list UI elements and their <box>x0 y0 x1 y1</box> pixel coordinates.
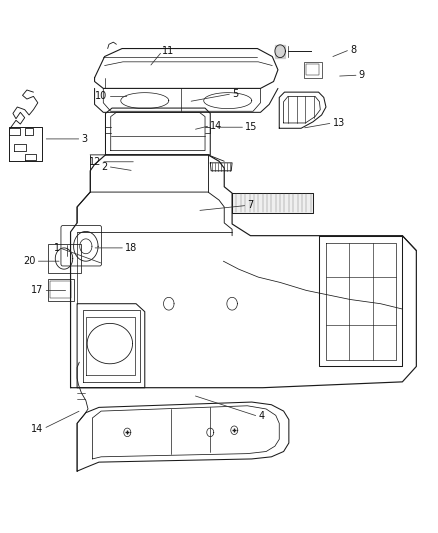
Text: 11: 11 <box>162 46 174 56</box>
Text: 7: 7 <box>247 200 254 211</box>
Text: 5: 5 <box>232 88 238 99</box>
Text: 1: 1 <box>53 243 60 253</box>
Text: 3: 3 <box>81 134 88 144</box>
Text: 14: 14 <box>31 424 43 434</box>
Bar <box>48 279 74 301</box>
Text: 20: 20 <box>23 256 35 266</box>
Text: 4: 4 <box>258 411 265 422</box>
Text: 13: 13 <box>332 118 345 128</box>
Text: 2: 2 <box>102 161 108 172</box>
Text: 8: 8 <box>350 45 356 54</box>
Text: 15: 15 <box>245 122 258 132</box>
Bar <box>306 64 319 75</box>
Text: 10: 10 <box>95 91 108 101</box>
Bar <box>304 62 321 78</box>
Text: 18: 18 <box>125 243 138 253</box>
Bar <box>50 281 71 298</box>
Bar <box>48 244 81 273</box>
Text: 12: 12 <box>89 157 101 167</box>
Text: 17: 17 <box>31 286 43 295</box>
Text: 14: 14 <box>210 120 223 131</box>
Text: 9: 9 <box>359 70 365 80</box>
